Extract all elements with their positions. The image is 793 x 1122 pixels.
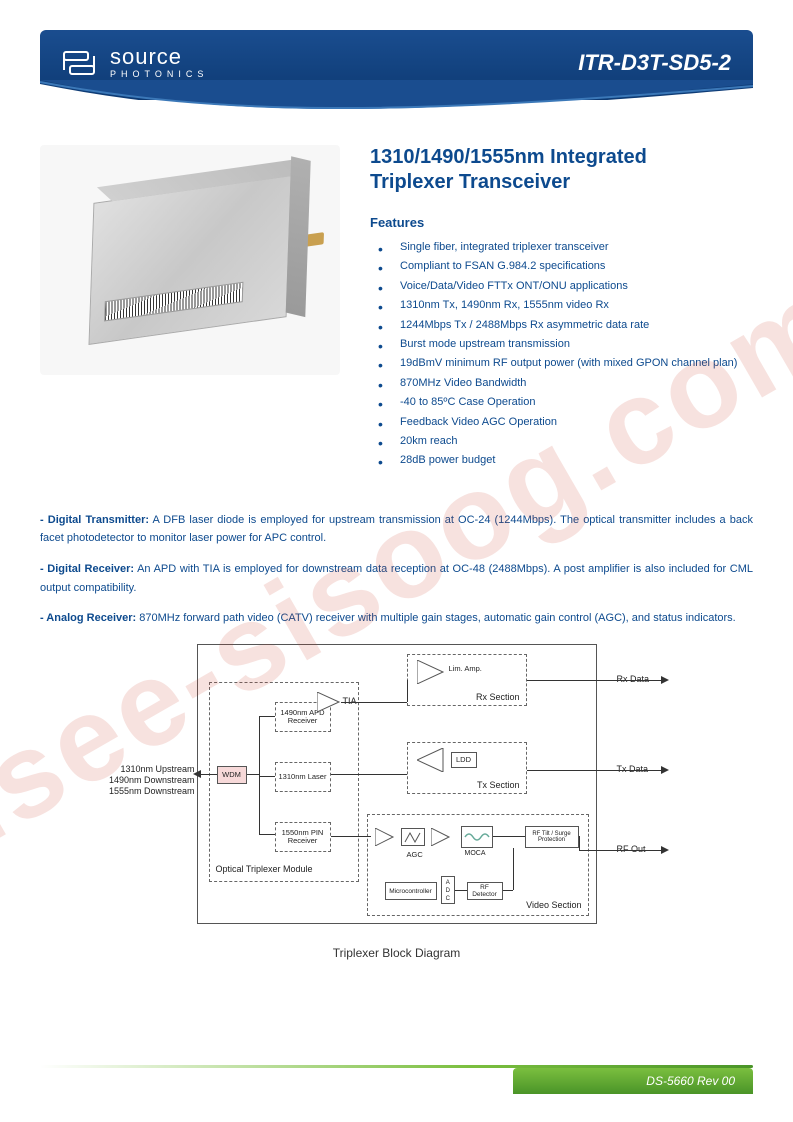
line	[503, 890, 513, 891]
line	[259, 716, 275, 717]
title-features-column: 1310/1490/1555nm Integrated Triplexer Tr…	[370, 145, 753, 471]
logo-icon	[62, 48, 96, 78]
product-connector	[296, 232, 324, 248]
digital-receiver-section: - Digital Receiver: An APD with TIA is e…	[40, 560, 753, 597]
agc-label: AGC	[407, 850, 423, 859]
tia-block: TIA	[317, 692, 343, 715]
dtx-label: - Digital Transmitter:	[40, 514, 149, 526]
microcontroller-block: Microcontroller	[385, 882, 437, 900]
line	[455, 890, 467, 891]
lim-amp-block	[417, 660, 447, 687]
product-title: 1310/1490/1555nm Integrated Triplexer Tr…	[370, 145, 753, 195]
feature-item: 1244Mbps Tx / 2488Mbps Rx asymmetric dat…	[370, 316, 753, 335]
drx-text: An APD with TIA is employed for downstre…	[40, 563, 753, 594]
arx-text: 870MHz forward path video (CATV) receive…	[136, 612, 736, 624]
logo-brand: source	[110, 46, 208, 68]
line	[331, 774, 407, 775]
ext-labels-left: 1310nm Upstream 1490nm Downstream 1555nm…	[57, 764, 195, 796]
feature-item: 1310nm Tx, 1490nm Rx, 1555nm video Rx	[370, 296, 753, 315]
arrowhead-icon	[661, 846, 669, 857]
digital-transmitter-section: - Digital Transmitter: A DFB laser diode…	[40, 511, 753, 548]
line	[259, 716, 260, 834]
part-number: ITR-D3T-SD5-2	[578, 50, 731, 76]
features-heading: Features	[370, 215, 753, 230]
page-root: isee-sisoog.com source PHOTONICS	[0, 0, 793, 1122]
feature-item: 19dBmV minimum RF output power (with mix…	[370, 354, 753, 373]
diagram-wrapper: 1310nm Upstream 1490nm Downstream 1555nm…	[40, 644, 753, 960]
adc-block: A D C	[441, 876, 455, 904]
video-atten	[401, 828, 425, 846]
feature-item: Voice/Data/Video FTTx ONT/ONU applicatio…	[370, 277, 753, 296]
optical-module-label: Optical Triplexer Module	[216, 865, 313, 875]
block-diagram: 1310nm Upstream 1490nm Downstream 1555nm…	[117, 644, 677, 934]
banner-swoosh	[40, 80, 753, 120]
feature-item: 870MHz Video Bandwidth	[370, 374, 753, 393]
product-barcode	[104, 282, 243, 322]
rf-filter-block: RF Tilt / Surge Protection	[525, 826, 579, 848]
feature-item: Feedback Video AGC Operation	[370, 413, 753, 432]
title-line-2: Triplexer Transceiver	[370, 171, 570, 193]
line	[579, 836, 580, 850]
logo-area: source PHOTONICS	[62, 46, 208, 79]
line	[259, 834, 275, 835]
line	[341, 702, 407, 703]
video-section-label: Video Section	[526, 901, 581, 911]
drx-label: - Digital Receiver:	[40, 563, 134, 575]
wdm-block: WDM	[217, 766, 247, 784]
features-list: Single fiber, integrated triplexer trans…	[370, 238, 753, 471]
arrowhead-icon	[661, 676, 669, 687]
moca-block	[461, 826, 493, 848]
line	[513, 848, 514, 890]
logo-subtitle: PHOTONICS	[110, 70, 208, 79]
line	[579, 850, 667, 851]
footer-rev: DS-5660 Rev 00	[646, 1074, 735, 1088]
laser-block: 1310nm Laser	[275, 762, 331, 792]
pin-receiver-block: 1550nm PIN Receiver	[275, 822, 331, 852]
label-upstream: 1310nm Upstream	[57, 764, 195, 775]
feature-item: -40 to 85ºC Case Operation	[370, 393, 753, 412]
ldd-block	[417, 748, 447, 775]
tx-section-label: Tx Section	[477, 781, 520, 791]
line	[527, 680, 667, 681]
ldd-label-box: LDD	[451, 752, 477, 768]
content-top-row: 1310/1490/1555nm Integrated Triplexer Tr…	[40, 145, 753, 471]
lim-amp-label: Lim. Amp.	[449, 664, 482, 673]
label-downstream-1: 1490nm Downstream	[57, 775, 195, 786]
line	[259, 776, 275, 777]
arrowhead-icon	[193, 770, 201, 781]
label-downstream-2: 1555nm Downstream	[57, 786, 195, 797]
diagram-caption: Triplexer Block Diagram	[333, 946, 461, 960]
logo-text: source PHOTONICS	[110, 46, 208, 79]
feature-item: Burst mode upstream transmission	[370, 335, 753, 354]
feature-item: 28dB power budget	[370, 451, 753, 470]
product-render	[88, 175, 291, 345]
footer-banner: DS-5660 Rev 00	[513, 1068, 753, 1094]
analog-receiver-section: - Analog Receiver: 870MHz forward path v…	[40, 609, 753, 628]
feature-item: Compliant to FSAN G.984.2 specifications	[370, 257, 753, 276]
feature-item: 20km reach	[370, 432, 753, 451]
feature-item: Single fiber, integrated triplexer trans…	[370, 238, 753, 257]
title-line-1: 1310/1490/1555nm Integrated	[370, 146, 647, 168]
rf-detector-block: RF Detector	[467, 882, 503, 900]
rx-section-label: Rx Section	[476, 693, 520, 703]
line	[247, 774, 259, 775]
moca-label: MOCA	[465, 850, 486, 858]
video-amp-2	[431, 828, 453, 849]
arx-label: - Analog Receiver:	[40, 612, 136, 624]
product-image	[40, 145, 340, 375]
line	[331, 836, 371, 837]
video-amp-1	[375, 828, 397, 849]
line	[527, 770, 667, 771]
line	[407, 680, 408, 702]
line	[493, 836, 525, 837]
arrowhead-icon	[661, 766, 669, 777]
header-banner: source PHOTONICS ITR-D3T-SD5-2	[40, 30, 753, 120]
